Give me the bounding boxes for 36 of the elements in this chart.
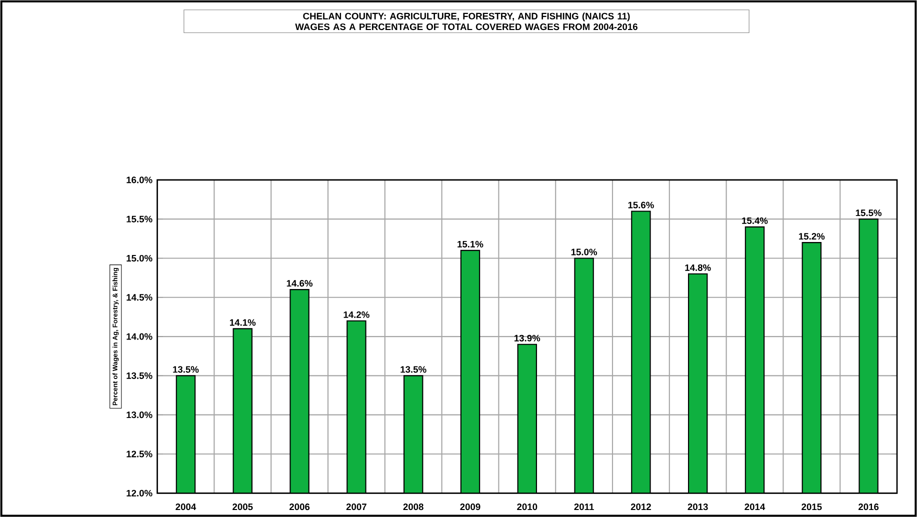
y-tick-label: 12.0% bbox=[126, 490, 152, 496]
data-label: 15.5% bbox=[856, 210, 882, 216]
data-label: 13.9% bbox=[514, 334, 540, 342]
data-label: 14.6% bbox=[286, 280, 313, 287]
x-tick-label: 2011 bbox=[574, 503, 594, 510]
y-tick-label: 13.5% bbox=[126, 372, 152, 379]
data-label: 15.2% bbox=[799, 232, 825, 240]
data-label: 14.1% bbox=[230, 319, 256, 326]
data-label: 14.2% bbox=[344, 311, 370, 318]
y-tick-label: 14.0% bbox=[126, 333, 152, 340]
y-tick-label: 13.0% bbox=[126, 411, 152, 418]
x-tick-label: 2014 bbox=[744, 503, 766, 510]
x-tick-label: 2016 bbox=[858, 503, 879, 510]
x-tick-label: 2015 bbox=[802, 503, 822, 510]
x-tick-label: 2008 bbox=[403, 503, 424, 510]
x-tick-label: 2010 bbox=[517, 503, 538, 510]
y-tick-label: 16.0% bbox=[126, 176, 152, 184]
data-label: 14.8% bbox=[685, 264, 711, 271]
data-label: 13.5% bbox=[173, 366, 199, 373]
x-tick-label: 2009 bbox=[460, 503, 480, 510]
data-label: 15.4% bbox=[742, 217, 768, 224]
data-label: 15.1% bbox=[458, 240, 484, 248]
chart-title: CHELAN COUNTY: AGRICULTURE, FORESTRY, AND FISHING (NAICS 11) WAGES AS A PERCENTAGE OF TOTAL COVERED WAGES FROM 2004-2016 bbox=[295, 12, 638, 30]
y-tick-label: 15.0% bbox=[126, 254, 152, 262]
data-label: 15.6% bbox=[628, 202, 654, 208]
x-tick-label: 2004 bbox=[176, 503, 196, 510]
y-tick-label: 12.5% bbox=[126, 450, 152, 458]
x-tick-label: 2013 bbox=[688, 503, 708, 510]
x-tick-label: 2012 bbox=[630, 503, 651, 510]
data-label: 15.0% bbox=[571, 248, 598, 256]
y-tick-label: 14.5% bbox=[126, 294, 152, 301]
y-tick-label: 15.5% bbox=[126, 216, 152, 222]
data-label: 13.5% bbox=[400, 366, 426, 373]
x-tick-label: 2006 bbox=[289, 503, 310, 510]
x-tick-label: 2005 bbox=[232, 503, 253, 510]
x-tick-label: 2007 bbox=[346, 503, 366, 510]
